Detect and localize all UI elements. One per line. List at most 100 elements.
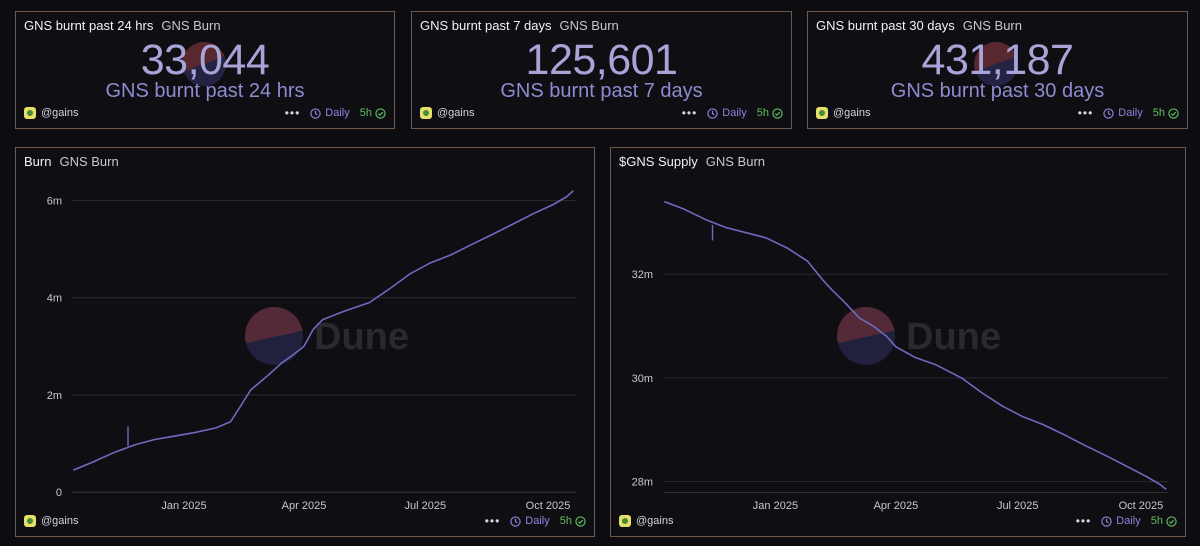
counter-card-7d: GNS burnt past 7 days GNS Burn 125,601 GN… xyxy=(411,11,792,129)
counter-value: 33,044 xyxy=(140,36,270,84)
card-footer: @gains ••• Daily 5h xyxy=(816,107,1179,123)
counter-label: GNS burnt past 30 days xyxy=(890,80,1105,102)
schedule-button[interactable]: Daily xyxy=(1103,107,1143,119)
burn-line-chart[interactable]: Dune 0 2m 4m 6m Jan 2025 Apr 2025 Jul 2025 Oct 2… xyxy=(16,148,594,536)
author-link[interactable]: @gains xyxy=(24,107,78,119)
author-link[interactable]: @gains xyxy=(420,107,474,119)
card-subtitle[interactable]: GNS Burn xyxy=(962,18,1022,33)
clock-icon xyxy=(707,107,718,119)
card-header: Burn GNS Burn xyxy=(24,154,119,169)
more-options-button[interactable]: ••• xyxy=(681,106,698,120)
author-link[interactable]: @gains xyxy=(24,515,78,527)
card-title[interactable]: GNS burnt past 30 days xyxy=(816,18,955,33)
card-footer: @gains ••• Daily 5h xyxy=(420,107,783,123)
card-subtitle[interactable]: GNS Burn xyxy=(705,154,766,169)
card-footer: @gains ••• Daily 5h xyxy=(619,515,1177,531)
dune-logo-blob xyxy=(182,42,226,86)
dune-logo-top xyxy=(245,307,303,344)
counter-card-24h: GNS burnt past 24 hrs GNS Burn 33,044 GNS… xyxy=(15,11,395,129)
avatar xyxy=(24,107,36,119)
series-line[interactable] xyxy=(664,200,1167,491)
card-subtitle[interactable]: GNS Burn xyxy=(559,18,619,33)
schedule-button[interactable]: Daily xyxy=(707,107,747,119)
chart-card-burn: Burn GNS Burn Dune 0 2m 4m 6m Jan 2025 Apr 2025… xyxy=(15,147,595,537)
schedule-button[interactable]: Daily xyxy=(310,107,350,119)
freshness-label: 5h xyxy=(1152,107,1165,119)
card-header: GNS burnt past 30 days GNS Burn xyxy=(816,18,1022,33)
clock-icon xyxy=(1103,107,1114,119)
card-footer: @gains ••• Daily 5h xyxy=(24,107,386,123)
card-title[interactable]: $GNS Supply xyxy=(619,154,698,169)
dune-watermark-text: Dune xyxy=(314,316,409,358)
avatar xyxy=(420,107,432,119)
dune-watermark-text: Dune xyxy=(906,316,1001,358)
card-subtitle[interactable]: GNS Burn xyxy=(59,154,119,169)
card-subtitle[interactable]: GNS Burn xyxy=(161,18,221,33)
card-title[interactable]: GNS burnt past 7 days xyxy=(420,18,552,33)
counter-label: GNS burnt past 24 hrs xyxy=(105,80,305,102)
author-name: @gains xyxy=(833,107,871,119)
y-tick-label: 0 xyxy=(56,487,62,499)
y-tick-label: 32m xyxy=(632,269,653,281)
more-options-button[interactable]: ••• xyxy=(1077,106,1094,120)
chart-card-supply: $GNS Supply GNS Burn Dune 28m 30m 32m Jan 202… xyxy=(610,147,1186,537)
y-tick-label: 4m xyxy=(47,293,62,305)
more-options-button[interactable]: ••• xyxy=(1075,514,1092,528)
card-header: GNS burnt past 7 days GNS Burn xyxy=(420,18,619,33)
x-tick-label: Jan 2025 xyxy=(753,500,798,512)
schedule-label: Daily xyxy=(1118,107,1143,119)
freshness-badge[interactable]: 5h xyxy=(560,515,586,527)
x-tick-label: Oct 2025 xyxy=(526,500,571,512)
x-tick-label: Apr 2025 xyxy=(282,500,327,512)
avatar xyxy=(619,515,631,527)
freshness-badge[interactable]: 5h xyxy=(1153,107,1179,119)
series-line[interactable] xyxy=(72,190,574,471)
y-tick-label: 30m xyxy=(632,373,653,385)
schedule-button[interactable]: Daily xyxy=(1101,515,1141,527)
schedule-button[interactable]: Daily xyxy=(510,515,550,527)
freshness-label: 5h xyxy=(756,107,769,119)
y-tick-label: 6m xyxy=(47,196,62,208)
author-name: @gains xyxy=(636,515,674,527)
avatar xyxy=(816,107,828,119)
dune-logo-top xyxy=(837,307,895,344)
y-tick-label: 2m xyxy=(47,390,62,402)
card-title[interactable]: GNS burnt past 24 hrs xyxy=(24,18,154,33)
x-tick-label: Apr 2025 xyxy=(874,500,919,512)
x-tick-label: Oct 2025 xyxy=(1119,500,1164,512)
check-circle-icon xyxy=(575,515,586,527)
freshness-badge[interactable]: 5h xyxy=(757,107,783,119)
freshness-badge[interactable]: 5h xyxy=(1151,515,1177,527)
check-circle-icon xyxy=(1168,107,1179,119)
x-tick-label: Jul 2025 xyxy=(405,500,447,512)
avatar xyxy=(24,515,36,527)
card-footer: @gains ••• Daily 5h xyxy=(24,515,586,531)
supply-line-chart[interactable]: Dune 28m 30m 32m Jan 2025 Apr 2025 Jul 2025 Oct… xyxy=(611,148,1185,536)
author-link[interactable]: @gains xyxy=(816,107,870,119)
schedule-label: Daily xyxy=(1116,515,1141,527)
counter-value: 431,187 xyxy=(921,36,1074,84)
more-options-button[interactable]: ••• xyxy=(484,514,501,528)
schedule-label: Daily xyxy=(325,107,350,119)
clock-icon xyxy=(310,107,321,119)
counter-card-30d: GNS burnt past 30 days GNS Burn 431,187 G… xyxy=(807,11,1188,129)
author-name: @gains xyxy=(41,107,79,119)
more-options-button[interactable]: ••• xyxy=(284,106,301,120)
card-header: GNS burnt past 24 hrs GNS Burn xyxy=(24,18,221,33)
x-tick-label: Jan 2025 xyxy=(161,500,206,512)
card-header: $GNS Supply GNS Burn xyxy=(619,154,765,169)
freshness-badge[interactable]: 5h xyxy=(360,107,386,119)
check-circle-icon xyxy=(375,107,386,119)
clock-icon xyxy=(1101,515,1112,527)
freshness-label: 5h xyxy=(559,515,572,527)
author-name: @gains xyxy=(437,107,475,119)
dune-watermark: Dune xyxy=(245,307,409,365)
author-name: @gains xyxy=(41,515,79,527)
freshness-label: 5h xyxy=(359,107,372,119)
x-tick-label: Jul 2025 xyxy=(997,500,1039,512)
schedule-label: Daily xyxy=(722,107,747,119)
check-circle-icon xyxy=(1166,515,1177,527)
card-title[interactable]: Burn xyxy=(24,154,52,169)
author-link[interactable]: @gains xyxy=(619,515,673,527)
schedule-label: Daily xyxy=(525,515,550,527)
